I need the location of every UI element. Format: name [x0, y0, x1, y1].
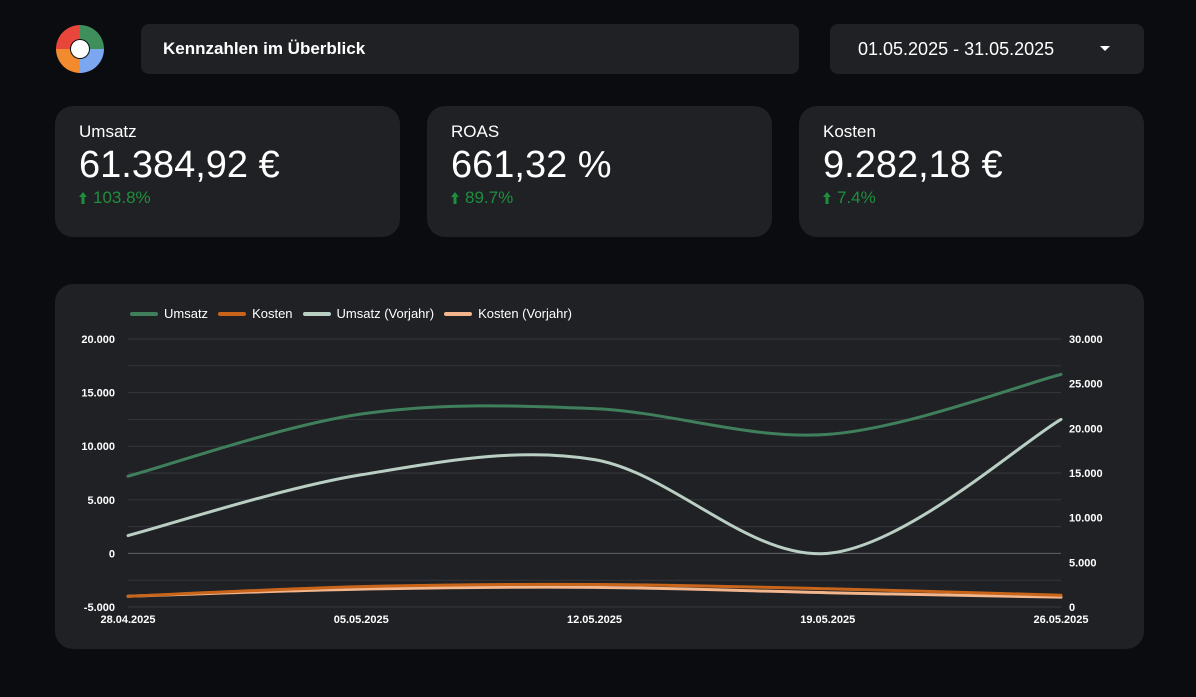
- y-left-tick-label: 0: [109, 548, 115, 560]
- kpi-delta: 89.7%: [451, 188, 772, 208]
- legend-label: Umsatz: [164, 306, 209, 321]
- page-title: Kennzahlen im Überblick: [141, 24, 799, 74]
- app-logo: [56, 25, 104, 73]
- y-left-tick-label: 10.000: [81, 441, 115, 453]
- kpi-value: 9.282,18 €: [823, 144, 1003, 186]
- chevron-down-icon: [1100, 46, 1110, 51]
- series-line-kosten: [126, 582, 1063, 598]
- kpi-delta: 103.8%: [79, 188, 400, 208]
- y-right-tick-label: 25.000: [1069, 379, 1103, 391]
- legend-swatch: [130, 311, 158, 316]
- legend-label: Umsatz (Vorjahr): [336, 306, 435, 321]
- y-right-tick-label: 15.000: [1069, 468, 1103, 480]
- legend-swatch: [218, 311, 247, 316]
- kpi-value: 661,32 %: [451, 144, 612, 186]
- legend-item-umsatz-vorjahr[interactable]: Umsatz (Vorjahr): [302, 306, 435, 321]
- legend-item-umsatz[interactable]: Umsatz: [130, 306, 208, 321]
- page-title-text: Kennzahlen im Überblick: [163, 39, 366, 58]
- series-line-umsatz: [126, 372, 1063, 478]
- chart-card: Umsatz Kosten Umsatz (Vorjahr) Kosten (V…: [55, 284, 1144, 649]
- kpi-label: Kosten: [823, 122, 876, 141]
- legend-item-kosten[interactable]: Kosten: [218, 306, 293, 321]
- arrow-up-icon: [451, 192, 459, 204]
- date-range-picker[interactable]: 01.05.2025 - 31.05.2025: [830, 24, 1144, 74]
- y-right-tick-label: 5.000: [1069, 557, 1097, 569]
- chart-legend: Umsatz Kosten Umsatz (Vorjahr) Kosten (V…: [130, 306, 572, 321]
- line-chart: 20.000 15.000 10.000 5.000 0 -5.000 30.000 25.0…: [81, 334, 1103, 626]
- x-tick-label: 05.05.2025: [334, 614, 389, 626]
- kpi-card-umsatz: Umsatz 61.384,92 € 103.8%: [55, 106, 400, 237]
- kpi-label: ROAS: [451, 122, 500, 141]
- kpi-delta-value: 103.8%: [93, 188, 151, 207]
- legend-swatch: [302, 311, 331, 316]
- y-left-tick-label: -5.000: [84, 602, 115, 614]
- x-tick-label: 28.04.2025: [100, 614, 155, 626]
- series-line-umsatz-vorjahr: [126, 417, 1063, 556]
- legend-label: Kosten: [252, 306, 293, 321]
- x-tick-label: 26.05.2025: [1033, 614, 1088, 626]
- legend-item-kosten-vorjahr[interactable]: Kosten (Vorjahr): [444, 306, 572, 321]
- y-right-tick-label: 20.000: [1069, 423, 1103, 435]
- kpi-card-kosten: Kosten 9.282,18 € 7.4%: [799, 106, 1144, 237]
- y-right-tick-label: 0: [1069, 602, 1075, 614]
- y-left-tick-label: 5.000: [87, 495, 115, 507]
- series-line-kosten-vorjahr: [126, 585, 1063, 599]
- kpi-value: 61.384,92 €: [79, 144, 280, 186]
- arrow-up-icon: [79, 192, 87, 204]
- kpi-card-roas: ROAS 661,32 % 89.7%: [427, 106, 772, 237]
- kpi-delta: 7.4%: [823, 188, 1144, 208]
- legend-label: Kosten (Vorjahr): [478, 306, 573, 321]
- kpi-delta-value: 89.7%: [465, 188, 514, 207]
- kpi-label: Umsatz: [79, 122, 137, 141]
- x-tick-label: 19.05.2025: [800, 614, 855, 626]
- date-range-value: 01.05.2025 - 31.05.2025: [858, 38, 1055, 59]
- y-left-tick-label: 15.000: [81, 388, 115, 400]
- y-left-tick-label: 20.000: [81, 334, 115, 346]
- legend-swatch: [444, 311, 473, 316]
- arrow-up-icon: [823, 192, 831, 204]
- kpi-delta-value: 7.4%: [837, 188, 876, 207]
- y-right-tick-label: 30.000: [1069, 334, 1103, 346]
- x-tick-label: 12.05.2025: [567, 614, 622, 626]
- y-right-tick-label: 10.000: [1069, 513, 1103, 525]
